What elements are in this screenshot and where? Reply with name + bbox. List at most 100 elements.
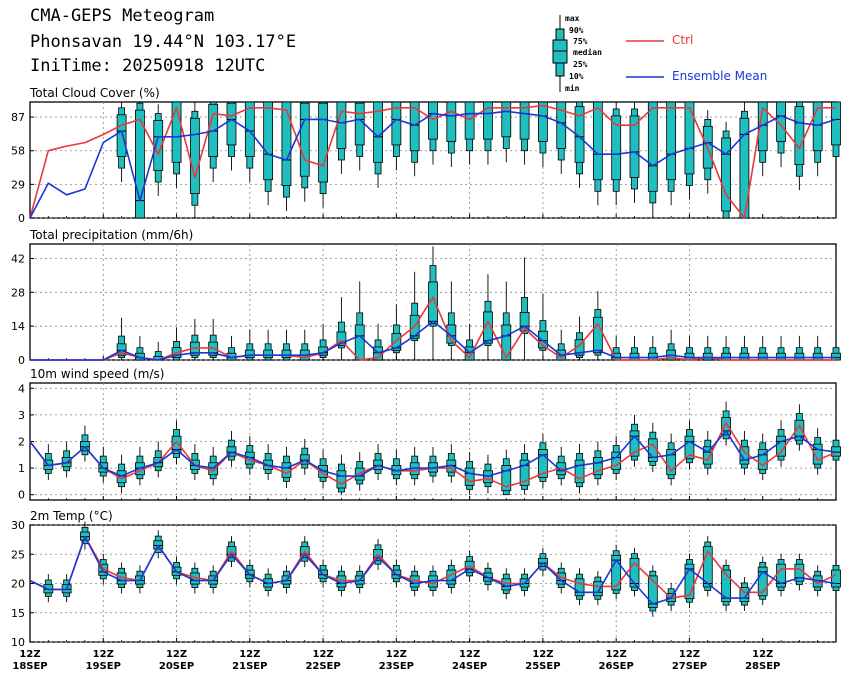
box-inner [592,457,603,476]
ensemble-mean-series-line [30,320,836,361]
box-inner [757,101,768,152]
box-inner [538,449,548,478]
box-inner [574,459,585,484]
legend-ctrl-label: Ctrl [672,33,694,47]
box-inner [794,419,805,441]
box-inner [757,352,768,361]
x-tick-label-hour: 12Z [752,649,773,660]
box-inner [135,109,145,219]
y-tick-label: 25 [11,548,25,561]
y-tick-label: 2 [18,436,25,449]
y-tick-label: 29 [11,178,25,191]
box-inner [812,101,823,152]
box-inner [629,557,640,588]
x-tick-label-hour: 12Z [19,649,40,660]
box-inner [483,101,493,140]
panel-title: 10m wind speed (m/s) [30,367,164,381]
y-tick-label: 58 [11,145,25,158]
y-tick-label: 15 [11,607,25,620]
x-tick-label-hour: 12Z [386,649,407,660]
box-inner [226,102,237,146]
x-tick-label-date: 21SEP [232,661,267,672]
panel-title: Total precipitation (mm/6h) [29,228,193,242]
box-inner [281,462,292,478]
box-inner [721,569,731,603]
meteogram-title: CMA-GEPS Meteogram [30,6,215,26]
y-tick-label: 10 [11,636,25,649]
box-inner [812,443,823,465]
box-inner [702,546,713,588]
legend-key-median: median [573,48,602,57]
legend-key-10: 10% [569,72,584,81]
box-inner [647,575,658,608]
box-inner [629,352,640,361]
y-tick-label: 1 [18,462,25,475]
y-tick-label: 42 [11,253,25,266]
legend-key-25: 25% [573,60,588,69]
x-tick-label-date: 25SEP [525,661,560,672]
box-inner [684,563,695,600]
x-tick-label-date: 27SEP [672,661,707,672]
box-inner [739,352,750,361]
box-inner [666,101,677,181]
box-inner [409,101,420,152]
box-inner [171,101,182,163]
box-inner [171,435,182,454]
box-inner [336,331,347,346]
box-inner [666,449,677,476]
y-tick-label: 20 [11,578,25,591]
box-inner [263,101,274,181]
location-label: Phonsavan 19.44°N 103.17°E [30,32,297,52]
box-inner [611,451,622,470]
box-inner [592,101,603,181]
box-inner [519,311,530,332]
y-tick-label: 0 [18,489,25,502]
y-tick-label: 0 [18,354,25,367]
x-tick-label-hour: 12Z [679,649,700,660]
box-inner [519,459,530,486]
box-inner [757,449,768,470]
ensemble-mean-series-line [29,430,837,477]
box-inner [574,339,585,356]
box-inner [592,581,603,597]
init-time-label: IniTime: 20250918 12UTC [30,56,266,76]
box-inner [721,417,731,436]
y-tick-label: 28 [11,286,25,299]
box-inner [702,352,713,361]
box-inner [592,316,603,354]
box-inner [244,349,255,358]
y-tick-label: 87 [11,111,25,124]
box-inner [684,435,695,460]
box-inner [501,101,512,138]
box-inner [611,115,622,181]
box-inner [831,569,841,588]
box-inner [647,101,658,192]
panel-title: Total Cloud Cover (%) [29,86,160,100]
box-inner [116,343,127,356]
box-inner [464,101,475,140]
x-tick-label-hour: 12Z [239,649,260,660]
box-inner [354,324,365,361]
box-inner [739,587,750,603]
legend-key-min: min [565,84,580,93]
box-inner [574,578,585,597]
x-tick-label-hour: 12Z [532,649,553,660]
box-inner [812,352,823,361]
box-inner [116,114,127,157]
x-tick-label-date: 20SEP [159,661,194,672]
x-tick-label-hour: 12Z [166,649,187,660]
x-tick-label-date: 24SEP [452,661,487,672]
legend-key-75: 75% [573,37,588,46]
box-inner [501,324,512,361]
legend-mean-label: Ensemble Mean [672,69,768,83]
box-inner [611,555,622,591]
x-tick-label-date: 26SEP [599,661,634,672]
box-inner [281,349,292,358]
box-inner [831,101,841,146]
box-inner [464,467,475,486]
x-tick-label-date: 23SEP [379,661,414,672]
x-tick-label-hour: 12Z [606,649,627,660]
box-inner [794,106,805,166]
y-tick-label: 0 [18,212,25,225]
